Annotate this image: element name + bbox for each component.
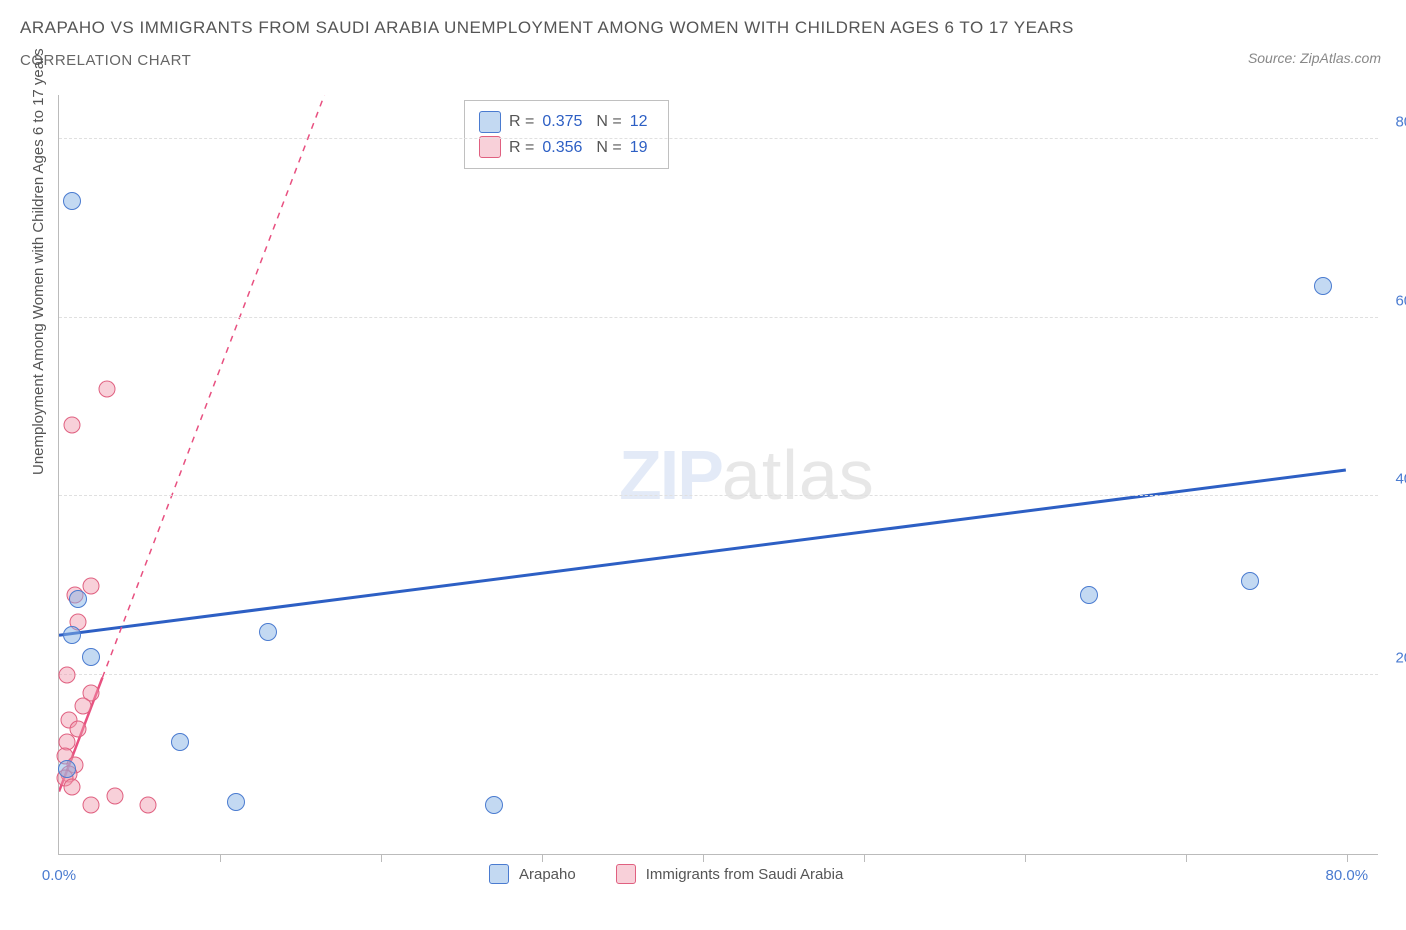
point-saudi <box>83 796 100 813</box>
watermark-atlas: atlas <box>722 436 875 514</box>
trend-lines <box>59 95 1378 854</box>
x-tick <box>542 854 543 862</box>
gridline-h <box>59 317 1378 318</box>
point-saudi <box>139 796 156 813</box>
chart-title: ARAPAHO VS IMMIGRANTS FROM SAUDI ARABIA … <box>20 18 1074 38</box>
x-tick-label-max: 80.0% <box>1326 867 1369 884</box>
gridline-h <box>59 138 1378 139</box>
x-tick-label-min: 0.0% <box>42 867 76 884</box>
point-arapaho <box>485 796 503 814</box>
point-arapaho <box>63 626 81 644</box>
point-saudi <box>99 381 116 398</box>
point-arapaho <box>171 733 189 751</box>
point-arapaho <box>259 623 277 641</box>
legend-swatch-pink-icon <box>616 864 636 884</box>
point-saudi <box>59 667 76 684</box>
legend-label: Arapaho <box>519 866 576 883</box>
x-tick <box>381 854 382 862</box>
legend: Arapaho Immigrants from Saudi Arabia <box>489 864 873 884</box>
plot-area: ZIPatlas R =0.375N =12R =0.356N =19 Arap… <box>58 95 1378 855</box>
x-tick <box>220 854 221 862</box>
x-tick <box>703 854 704 862</box>
point-arapaho <box>1314 277 1332 295</box>
watermark: ZIPatlas <box>619 435 875 515</box>
point-arapaho <box>227 793 245 811</box>
stat-n-label: N = <box>596 109 621 135</box>
swatch-pink-icon <box>479 136 501 158</box>
source-text: Source: ZipAtlas.com <box>1248 50 1381 66</box>
stat-n-value: 12 <box>630 109 648 135</box>
y-tick-label: 80.0% <box>1383 113 1406 130</box>
point-arapaho <box>63 192 81 210</box>
y-tick-label: 20.0% <box>1383 650 1406 667</box>
swatch-blue-icon <box>479 111 501 133</box>
stats-row: R = 0.375 N = 12 <box>479 109 654 135</box>
legend-label: Immigrants from Saudi Arabia <box>646 866 844 883</box>
point-saudi <box>75 698 92 715</box>
point-saudi <box>63 416 80 433</box>
y-tick-label: 60.0% <box>1383 292 1406 309</box>
y-axis-label: Unemployment Among Women with Children A… <box>30 48 47 475</box>
stat-r-value: 0.375 <box>542 109 582 135</box>
x-tick <box>864 854 865 862</box>
point-arapaho <box>58 760 76 778</box>
watermark-zip: ZIP <box>619 436 722 514</box>
gridline-h <box>59 495 1378 496</box>
point-arapaho <box>82 648 100 666</box>
y-tick-label: 40.0% <box>1383 471 1406 488</box>
point-arapaho <box>1241 572 1259 590</box>
x-tick <box>1025 854 1026 862</box>
point-saudi <box>63 778 80 795</box>
gridline-h <box>59 674 1378 675</box>
point-arapaho <box>1080 586 1098 604</box>
stats-box: R =0.375N =12R =0.356N =19 <box>464 100 669 169</box>
point-saudi <box>83 577 100 594</box>
x-tick <box>1347 854 1348 862</box>
point-arapaho <box>69 590 87 608</box>
x-tick <box>1186 854 1187 862</box>
stat-r-label: R = <box>509 109 534 135</box>
trend-line-saudi-dashed <box>102 95 324 678</box>
point-saudi <box>107 787 124 804</box>
legend-swatch-blue-icon <box>489 864 509 884</box>
